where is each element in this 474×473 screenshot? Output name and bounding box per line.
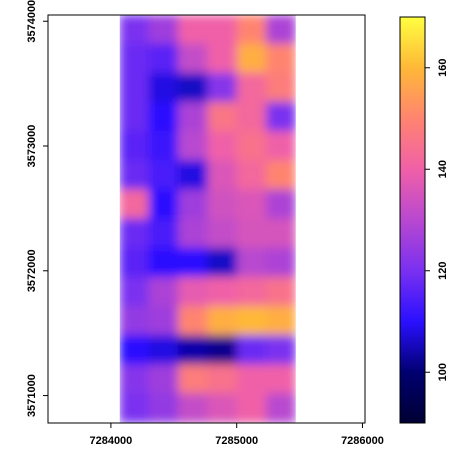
y-tick-label: 3571000 [26, 374, 38, 417]
cell [236, 189, 267, 220]
cell [207, 15, 238, 45]
cell [236, 247, 267, 278]
cell [148, 364, 179, 395]
cell [177, 101, 209, 132]
cell [265, 218, 296, 249]
cell [119, 15, 150, 45]
cell [265, 15, 296, 45]
cell [148, 247, 179, 278]
cell [265, 101, 296, 132]
cell [119, 160, 150, 191]
cell [148, 72, 179, 103]
cell [119, 334, 150, 366]
cell [177, 218, 209, 249]
cell [148, 393, 179, 423]
cell [148, 101, 179, 132]
cell [207, 72, 238, 103]
cell [265, 247, 296, 278]
cell [265, 334, 296, 366]
cell [148, 334, 179, 366]
cell [207, 393, 238, 423]
cell [119, 101, 150, 132]
cell [148, 189, 179, 220]
cell [148, 131, 179, 162]
x-tick-label: 7286000 [341, 435, 384, 447]
colorbar [399, 16, 426, 424]
cell [236, 305, 267, 336]
cell [207, 189, 238, 220]
cell [119, 393, 150, 423]
cell [236, 218, 267, 249]
cell [177, 15, 209, 45]
cell [119, 218, 150, 249]
cell [265, 189, 296, 220]
cell [207, 218, 238, 249]
y-tick-label: 3574000 [26, 0, 38, 43]
cell [265, 131, 296, 162]
cell [119, 276, 150, 307]
cell [119, 43, 150, 74]
cell [236, 160, 267, 191]
cell [236, 43, 267, 74]
cell [148, 305, 179, 336]
cell [177, 189, 209, 220]
x-tick-label: 7284000 [89, 435, 132, 447]
colorbar-tick-label: 120 [437, 262, 449, 280]
colorbar-tick-label: 160 [437, 59, 449, 77]
cell [148, 218, 179, 249]
cell [119, 305, 150, 336]
cell [177, 393, 209, 423]
cell [177, 247, 209, 278]
cell [177, 72, 209, 103]
cell [236, 393, 267, 423]
cell [265, 276, 296, 307]
cell [207, 160, 238, 191]
cell [177, 334, 209, 366]
x-tick-label: 7285000 [215, 435, 258, 447]
cell [148, 160, 179, 191]
cell [207, 101, 238, 132]
cell [177, 364, 209, 395]
cell [119, 131, 150, 162]
cell [236, 276, 267, 307]
plot-frame [47, 14, 366, 424]
cell [265, 364, 296, 395]
cell [207, 334, 238, 366]
cell [119, 72, 150, 103]
cell [236, 15, 267, 45]
cell [236, 364, 267, 395]
cell [119, 189, 150, 220]
cell [207, 131, 238, 162]
cell [236, 334, 267, 366]
cell [177, 43, 209, 74]
cell [148, 15, 179, 45]
cell [207, 305, 238, 336]
cell [119, 364, 150, 395]
cell [177, 276, 209, 307]
cell [177, 305, 209, 336]
cell [236, 72, 267, 103]
cell [207, 276, 238, 307]
cell [177, 160, 209, 191]
cell [265, 72, 296, 103]
cell [148, 43, 179, 74]
y-tick-label: 3572000 [26, 249, 38, 292]
cell [148, 276, 179, 307]
cell [236, 131, 267, 162]
cell [265, 43, 296, 74]
cell [265, 305, 296, 336]
cell [119, 247, 150, 278]
cell [207, 364, 238, 395]
cell [265, 393, 296, 423]
cell [207, 43, 238, 74]
cell [207, 247, 238, 278]
colorbar-tick-label: 100 [437, 363, 449, 381]
colorbar-tick-label: 140 [437, 160, 449, 178]
cell [265, 160, 296, 191]
raster [119, 15, 296, 423]
cell [236, 101, 267, 132]
cell [177, 131, 209, 162]
y-tick-label: 3573000 [26, 125, 38, 168]
